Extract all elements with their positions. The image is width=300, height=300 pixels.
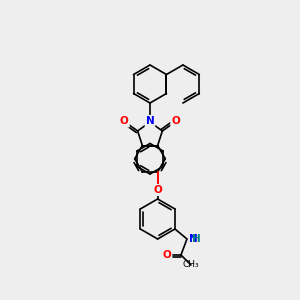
Text: H: H [192,234,201,244]
Text: O: O [120,116,129,127]
Text: CH₃: CH₃ [183,260,199,269]
Text: N: N [146,116,154,126]
Text: O: O [171,116,180,127]
Text: O: O [163,250,171,260]
Text: N: N [189,234,198,244]
Text: O: O [153,185,162,195]
